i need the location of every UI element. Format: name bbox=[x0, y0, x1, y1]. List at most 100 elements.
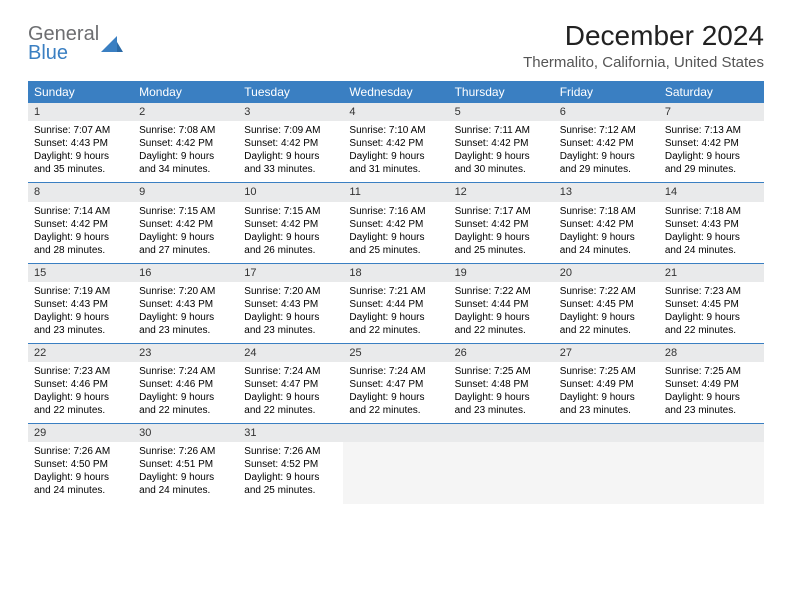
sunrise-line: Sunrise: 7:19 AM bbox=[34, 285, 127, 298]
sunset-line: Sunset: 4:44 PM bbox=[455, 298, 548, 311]
sunset-line: Sunset: 4:43 PM bbox=[665, 218, 758, 231]
sunrise-line: Sunrise: 7:09 AM bbox=[244, 124, 337, 137]
sunset-line: Sunset: 4:42 PM bbox=[560, 137, 653, 150]
day-body: Sunrise: 7:17 AMSunset: 4:42 PMDaylight:… bbox=[449, 202, 554, 263]
sunset-line: Sunset: 4:45 PM bbox=[560, 298, 653, 311]
sunset-line: Sunset: 4:43 PM bbox=[244, 298, 337, 311]
calendar-day-empty bbox=[343, 424, 448, 503]
day-body: Sunrise: 7:21 AMSunset: 4:44 PMDaylight:… bbox=[343, 282, 448, 343]
daylight-line: Daylight: 9 hours and 25 minutes. bbox=[455, 231, 548, 257]
day-number: 29 bbox=[28, 424, 133, 442]
sunrise-line: Sunrise: 7:23 AM bbox=[34, 365, 127, 378]
calendar-day: 25Sunrise: 7:24 AMSunset: 4:47 PMDayligh… bbox=[343, 344, 448, 423]
calendar-day: 9Sunrise: 7:15 AMSunset: 4:42 PMDaylight… bbox=[133, 183, 238, 262]
daylight-line: Daylight: 9 hours and 28 minutes. bbox=[34, 231, 127, 257]
weekday-header: Thursday bbox=[449, 81, 554, 103]
sunset-line: Sunset: 4:51 PM bbox=[139, 458, 232, 471]
calendar-day: 20Sunrise: 7:22 AMSunset: 4:45 PMDayligh… bbox=[554, 264, 659, 343]
sunrise-line: Sunrise: 7:21 AM bbox=[349, 285, 442, 298]
calendar-day: 3Sunrise: 7:09 AMSunset: 4:42 PMDaylight… bbox=[238, 103, 343, 182]
calendar-day-empty bbox=[659, 424, 764, 503]
sunrise-line: Sunrise: 7:11 AM bbox=[455, 124, 548, 137]
day-number: 15 bbox=[28, 264, 133, 282]
daylight-line: Daylight: 9 hours and 23 minutes. bbox=[665, 391, 758, 417]
calendar-day: 28Sunrise: 7:25 AMSunset: 4:49 PMDayligh… bbox=[659, 344, 764, 423]
day-body: Sunrise: 7:26 AMSunset: 4:51 PMDaylight:… bbox=[133, 442, 238, 503]
sunrise-line: Sunrise: 7:26 AM bbox=[139, 445, 232, 458]
calendar-week: 15 Sunrise: 7:19 AM Sunset: 4:43 PM Dayligh… bbox=[28, 263, 764, 343]
sunset-line: Sunset: 4:47 PM bbox=[244, 378, 337, 391]
day-number: 9 bbox=[133, 183, 238, 201]
calendar-day-empty bbox=[554, 424, 659, 503]
sunrise-line: Sunrise: 7:25 AM bbox=[665, 365, 758, 378]
calendar-day: 16Sunrise: 7:20 AMSunset: 4:43 PMDayligh… bbox=[133, 264, 238, 343]
daylight-line: Daylight: 9 hours and 34 minutes. bbox=[139, 150, 232, 176]
sunrise-line: Sunrise: 7:17 AM bbox=[455, 205, 548, 218]
day-body: Sunrise: 7:24 AMSunset: 4:46 PMDaylight:… bbox=[133, 362, 238, 423]
calendar-day: 7Sunrise: 7:13 AMSunset: 4:42 PMDaylight… bbox=[659, 103, 764, 182]
day-number: 30 bbox=[133, 424, 238, 442]
calendar-day: 1Sunrise: 7:07 AMSunset: 4:43 PMDaylight… bbox=[28, 103, 133, 182]
daylight-line: Daylight: 9 hours and 29 minutes. bbox=[665, 150, 758, 176]
calendar-week: 29Sunrise: 7:26 AMSunset: 4:50 PMDayligh… bbox=[28, 423, 764, 503]
sunrise-line: Sunrise: 7:18 AM bbox=[560, 205, 653, 218]
daylight-line: Daylight: 9 hours and 22 minutes. bbox=[244, 391, 337, 417]
daylight-line: Daylight: 9 hours and 23 minutes. bbox=[560, 391, 653, 417]
sunset-line: Sunset: 4:42 PM bbox=[665, 137, 758, 150]
daylight-line: Daylight: 9 hours and 22 minutes. bbox=[139, 391, 232, 417]
calendar-day: 6Sunrise: 7:12 AMSunset: 4:42 PMDaylight… bbox=[554, 103, 659, 182]
daylight-line: Daylight: 9 hours and 23 minutes. bbox=[34, 311, 127, 337]
daylight-line: Daylight: 9 hours and 23 minutes. bbox=[139, 311, 232, 337]
daylight-line: Daylight: 9 hours and 24 minutes. bbox=[560, 231, 653, 257]
sunset-line: Sunset: 4:45 PM bbox=[665, 298, 758, 311]
sunset-line: Sunset: 4:42 PM bbox=[244, 137, 337, 150]
calendar-day: 15Sunrise: 7:19 AMSunset: 4:43 PMDayligh… bbox=[28, 264, 133, 343]
sunset-line: Sunset: 4:44 PM bbox=[349, 298, 442, 311]
daylight-line: Daylight: 9 hours and 31 minutes. bbox=[349, 150, 442, 176]
calendar-day: 5Sunrise: 7:11 AMSunset: 4:42 PMDaylight… bbox=[449, 103, 554, 182]
day-body: Sunrise: 7:18 AMSunset: 4:43 PMDaylight:… bbox=[659, 202, 764, 263]
sunset-line: Sunset: 4:42 PM bbox=[139, 137, 232, 150]
daylight-line: Daylight: 9 hours and 29 minutes. bbox=[560, 150, 653, 176]
sunrise-line: Sunrise: 7:25 AM bbox=[455, 365, 548, 378]
day-body: Sunrise: 7:25 AMSunset: 4:49 PMDaylight:… bbox=[659, 362, 764, 423]
day-body: Sunrise: 7:26 AMSunset: 4:52 PMDaylight:… bbox=[238, 442, 343, 503]
calendar-day: 10Sunrise: 7:15 AMSunset: 4:42 PMDayligh… bbox=[238, 183, 343, 262]
title-block: December 2024 Thermalito, California, Un… bbox=[523, 20, 764, 71]
weekday-header: Wednesday bbox=[343, 81, 448, 103]
sunset-line: Sunset: 4:48 PM bbox=[455, 378, 548, 391]
day-number: 14 bbox=[659, 183, 764, 201]
sunset-line: Sunset: 4:49 PM bbox=[665, 378, 758, 391]
daylight-line: Daylight: 9 hours and 23 minutes. bbox=[455, 391, 548, 417]
day-body: Sunrise: 7:09 AMSunset: 4:42 PMDaylight:… bbox=[238, 121, 343, 182]
weekday-header: Friday bbox=[554, 81, 659, 103]
day-number: 25 bbox=[343, 344, 448, 362]
sunrise-line: Sunrise: 7:24 AM bbox=[139, 365, 232, 378]
day-body: Sunrise: 7:24 AMSunset: 4:47 PMDaylight:… bbox=[238, 362, 343, 423]
day-number: 11 bbox=[343, 183, 448, 201]
day-number: 2 bbox=[133, 103, 238, 121]
calendar: SundayMondayTuesdayWednesdayThursdayFrid… bbox=[28, 81, 764, 503]
day-number: 27 bbox=[554, 344, 659, 362]
day-number: 20 bbox=[554, 264, 659, 282]
logo: General Blue bbox=[28, 24, 123, 63]
daylight-line: Daylight: 9 hours and 30 minutes. bbox=[455, 150, 548, 176]
daylight-line: Daylight: 9 hours and 22 minutes. bbox=[455, 311, 548, 337]
weekday-header: Sunday bbox=[28, 81, 133, 103]
day-number: 10 bbox=[238, 183, 343, 201]
daylight-line: Daylight: 9 hours and 22 minutes. bbox=[665, 311, 758, 337]
sunrise-line: Sunrise: 7:20 AM bbox=[244, 285, 337, 298]
weekday-header: Saturday bbox=[659, 81, 764, 103]
sunset-line: Sunset: 4:46 PM bbox=[34, 378, 127, 391]
day-number: 17 bbox=[238, 264, 343, 282]
day-body bbox=[659, 442, 764, 503]
logo-text-blue: Blue bbox=[28, 43, 99, 63]
sunset-line: Sunset: 4:42 PM bbox=[244, 218, 337, 231]
sunrise-line: Sunrise: 7:22 AM bbox=[455, 285, 548, 298]
sunset-line: Sunset: 4:46 PM bbox=[139, 378, 232, 391]
day-body: Sunrise: 7:11 AMSunset: 4:42 PMDaylight:… bbox=[449, 121, 554, 182]
weekday-header-row: SundayMondayTuesdayWednesdayThursdayFrid… bbox=[28, 81, 764, 103]
day-body: Sunrise: 7:14 AMSunset: 4:42 PMDaylight:… bbox=[28, 202, 133, 263]
day-body: Sunrise: 7:08 AMSunset: 4:42 PMDaylight:… bbox=[133, 121, 238, 182]
sunset-line: Sunset: 4:42 PM bbox=[349, 137, 442, 150]
